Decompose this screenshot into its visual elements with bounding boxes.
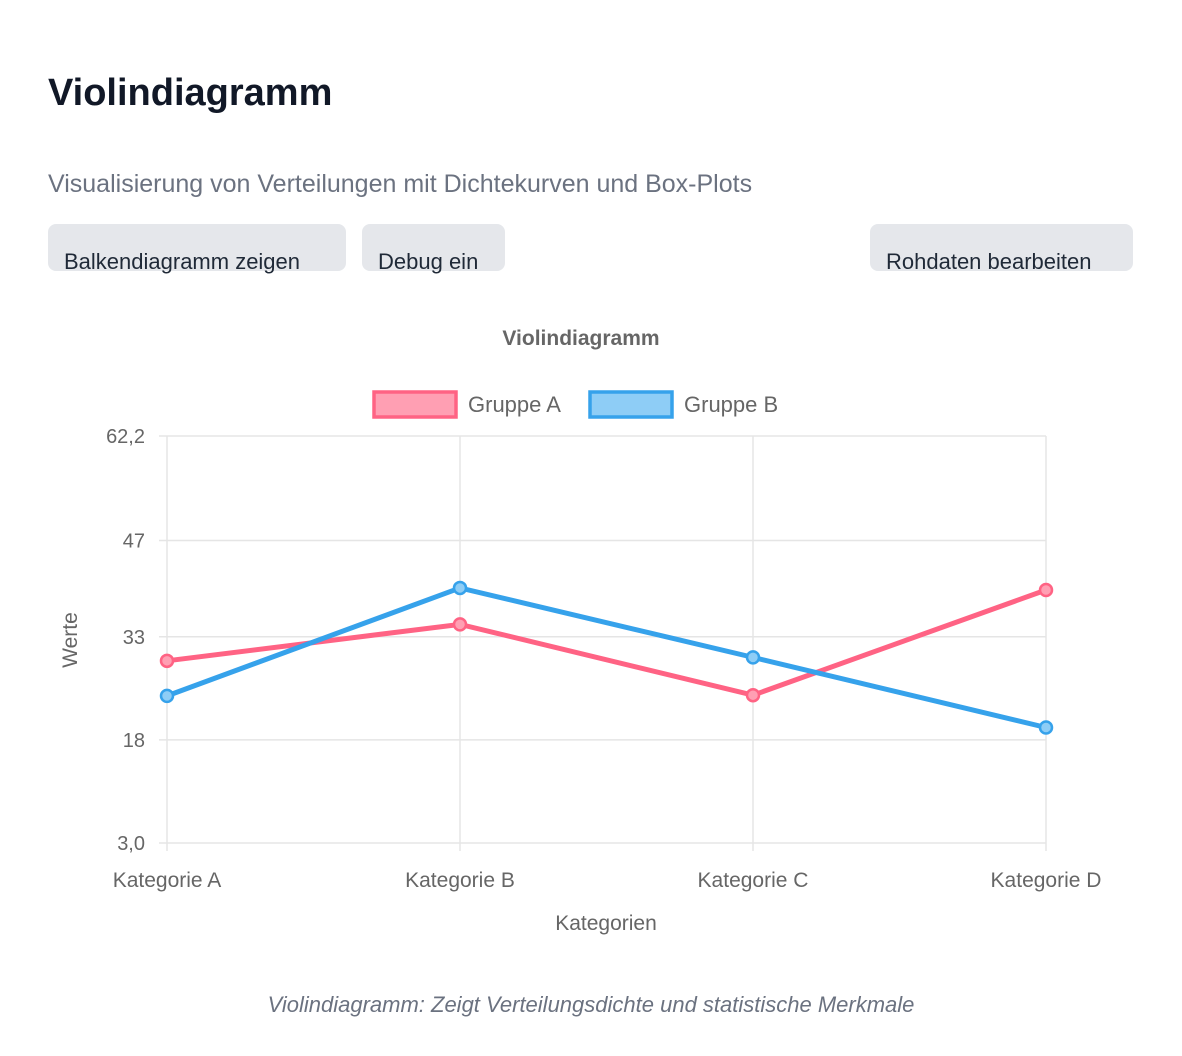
y-tick-label: 33 (123, 627, 145, 649)
show-bar-chart-button-label: Balkendiagramm zeigen (64, 249, 301, 274)
debug-toggle-button-label: Debug ein (378, 249, 479, 274)
show-bar-chart-button[interactable]: Balkendiagramm zeigen (48, 224, 346, 274)
series-line (166, 587, 1047, 698)
x-tick-label: Kategorie B (405, 869, 515, 892)
edit-raw-data-button[interactable]: Rohdaten bearbeiten (870, 224, 1133, 274)
legend-swatch[interactable] (588, 390, 674, 419)
chart-grid (159, 435, 1047, 851)
series-line (166, 585, 1047, 730)
y-tick-label: 18 (123, 730, 145, 752)
y-tick-label: 62,2 (106, 426, 145, 448)
edit-raw-data-button-label: Rohdaten bearbeiten (886, 249, 1092, 274)
legend-label[interactable]: Gruppe B (684, 392, 778, 417)
data-point[interactable] (745, 650, 761, 665)
x-tick-label: Kategorie A (113, 869, 222, 892)
y-axis-ticks: 62,2 47 33 18 3,0 (106, 426, 145, 855)
page-subtitle: Visualisierung von Verteilungen mit Dich… (48, 170, 753, 198)
data-point[interactable] (1038, 720, 1054, 735)
data-point[interactable] (159, 653, 175, 669)
chart-caption: Violindiagramm: Zeigt Verteilungsdichte … (267, 992, 915, 1017)
data-point[interactable] (159, 688, 175, 704)
chart-title: Violindiagramm (502, 327, 659, 350)
y-axis-label: Werte (59, 612, 82, 668)
line-chart: Violindiagramm Gruppe A Gruppe B 62,2 47 33… (59, 327, 1102, 935)
page-title: Violindiagramm (48, 72, 333, 114)
y-tick-label: 3,0 (117, 833, 145, 855)
legend-swatch[interactable] (372, 390, 458, 419)
debug-toggle-button[interactable]: Debug ein (362, 224, 505, 274)
x-axis-label: Kategorien (555, 912, 657, 935)
data-point[interactable] (1038, 582, 1054, 598)
chart-series (159, 580, 1054, 735)
x-axis-ticks: Kategorie A Kategorie B Kategorie C Kategor… (113, 869, 1102, 892)
data-point[interactable] (745, 687, 761, 703)
x-tick-label: Kategorie D (991, 869, 1102, 892)
data-point[interactable] (452, 580, 468, 596)
x-tick-label: Kategorie C (698, 869, 809, 892)
legend-label[interactable]: Gruppe A (468, 392, 561, 417)
y-tick-label: 47 (123, 531, 145, 553)
chart-legend: Gruppe A Gruppe B (372, 390, 778, 419)
data-point[interactable] (452, 617, 468, 632)
